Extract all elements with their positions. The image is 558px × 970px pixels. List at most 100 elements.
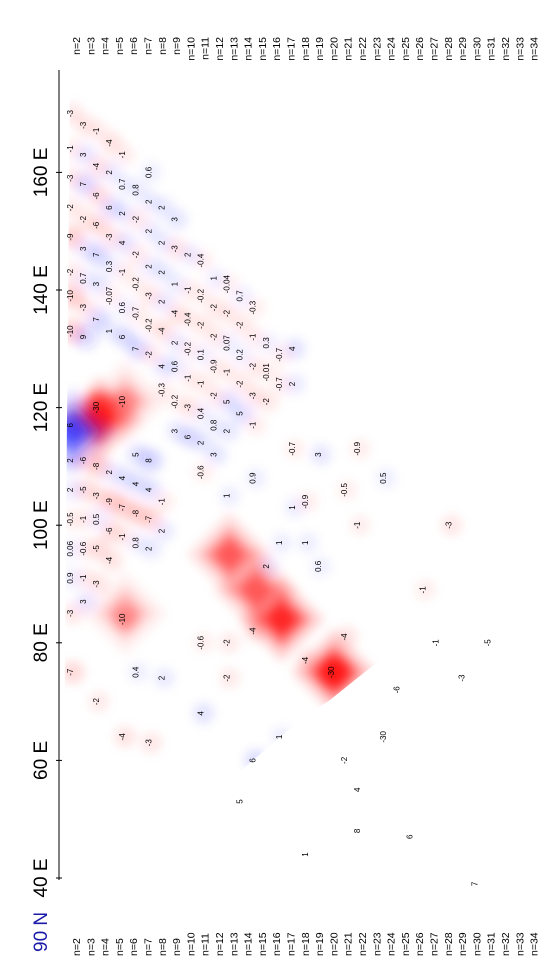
row-label-top: n=25 — [400, 37, 412, 61]
value-label: -3 — [79, 304, 88, 312]
row-label-top: n=6 — [128, 37, 140, 55]
value-label: 3 — [170, 428, 179, 433]
value-label: -3 — [458, 674, 467, 682]
field-cell — [245, 297, 266, 318]
value-label: -7 — [144, 515, 153, 523]
row-label-bottom: n=28 — [443, 932, 455, 956]
value-label: 0.8 — [131, 537, 140, 549]
value-label: -30 — [379, 731, 388, 743]
value-label: 0.2 — [236, 349, 245, 361]
row-label-bottom: n=18 — [300, 932, 312, 956]
row-label-top: n=16 — [271, 37, 283, 61]
value-label: 2 — [157, 675, 166, 680]
value-label: -3 — [105, 233, 114, 241]
value-label: -0.2 — [170, 394, 179, 408]
value-label: -30 — [92, 401, 101, 413]
value-label: -0.7 — [288, 441, 297, 455]
field-cell — [153, 261, 175, 283]
value-label: -6 — [92, 221, 101, 229]
value-label: -0.3 — [157, 383, 166, 397]
value-label: 5 — [236, 799, 245, 804]
value-label: 0.1 — [197, 349, 206, 361]
field-cell — [232, 314, 254, 336]
value-label: -0.2 — [131, 277, 140, 291]
value-label: -0.9 — [353, 441, 362, 455]
value-label: -0.04 — [223, 274, 232, 293]
value-label: 2 — [157, 299, 166, 304]
field-cell — [101, 549, 123, 572]
value-label: 0.4 — [197, 407, 206, 419]
field-cell — [141, 162, 162, 183]
value-label: -3 — [249, 392, 258, 400]
row-label-bottom: n=26 — [414, 932, 426, 956]
row-label-bottom: n=22 — [357, 932, 369, 956]
field-cell — [205, 444, 228, 466]
value-label: 0.6 — [118, 302, 127, 314]
value-label: 3 — [170, 217, 179, 222]
row-label-top: n=2 — [71, 37, 83, 55]
field-cell — [284, 373, 306, 395]
row-label-bottom: n=27 — [429, 932, 441, 956]
row-label-top: n=3 — [85, 37, 97, 55]
field-cell — [74, 325, 98, 349]
value-label: 3 — [210, 452, 219, 457]
value-label: 3 — [79, 599, 88, 604]
field-cell — [310, 444, 332, 466]
field-cell — [193, 632, 214, 653]
value-label: -0.6 — [79, 541, 88, 555]
value-label: -0.7 — [275, 377, 284, 391]
row-label-top: n=5 — [114, 37, 126, 55]
field-cell — [219, 332, 240, 353]
field-cell — [271, 532, 292, 554]
field-cell — [88, 573, 110, 595]
field-cell — [349, 515, 371, 536]
value-label: -3 — [66, 174, 75, 182]
field-cell — [284, 338, 306, 360]
row-label-bottom: n=13 — [228, 932, 240, 956]
value-label: -1 — [223, 368, 232, 376]
longitude-axis: 40 E 60 E 80 E 100 E 120 E 140 E 160 E — [31, 70, 62, 898]
value-label: 0.9 — [249, 472, 258, 484]
value-label: -1 — [249, 333, 258, 341]
row-label-top: n=32 — [500, 37, 512, 61]
value-label: -0.2 — [144, 318, 153, 332]
value-label: 0.5 — [92, 513, 101, 525]
value-label: 7 — [131, 346, 140, 351]
x-tick-label: 160 E — [31, 148, 52, 198]
field-cell — [140, 538, 162, 560]
value-label: -2 — [79, 215, 88, 223]
value-label: -8 — [92, 462, 101, 470]
field-cell — [232, 344, 253, 365]
field-cell — [115, 144, 136, 165]
field-cell — [88, 273, 110, 295]
value-label: -0.9 — [210, 359, 219, 373]
value-label: 2 — [157, 205, 166, 210]
value-label: -6 — [105, 527, 114, 535]
row-label-top: n=13 — [228, 37, 240, 61]
value-label: -1 — [249, 421, 258, 429]
value-label: -4 — [170, 309, 179, 317]
hotspot — [317, 655, 351, 690]
value-label: -3 — [92, 492, 101, 500]
value-label: 3 — [79, 152, 88, 157]
field-cell — [63, 660, 85, 684]
value-label: 2 — [144, 228, 153, 233]
row-label-bottom: n=31 — [486, 932, 498, 956]
value-label: -10 — [118, 395, 127, 407]
value-label: 5 — [223, 399, 232, 404]
field-cell — [232, 285, 253, 307]
row-label-top: n=11 — [200, 37, 212, 60]
value-label: -0.6 — [197, 635, 206, 649]
value-label: 1 — [210, 275, 219, 280]
row-label-top: n=15 — [257, 37, 269, 61]
value-label: -1 — [183, 286, 192, 294]
row-label-top: n=23 — [371, 37, 383, 61]
row-label-top: n=12 — [214, 37, 226, 61]
value-label: -2 — [197, 321, 206, 329]
value-label: -7 — [118, 503, 127, 511]
row-label-bottom: n=14 — [243, 932, 255, 956]
field-cell — [415, 579, 436, 601]
row-label-top: n=34 — [529, 37, 541, 61]
value-label: -0.2 — [197, 288, 206, 302]
